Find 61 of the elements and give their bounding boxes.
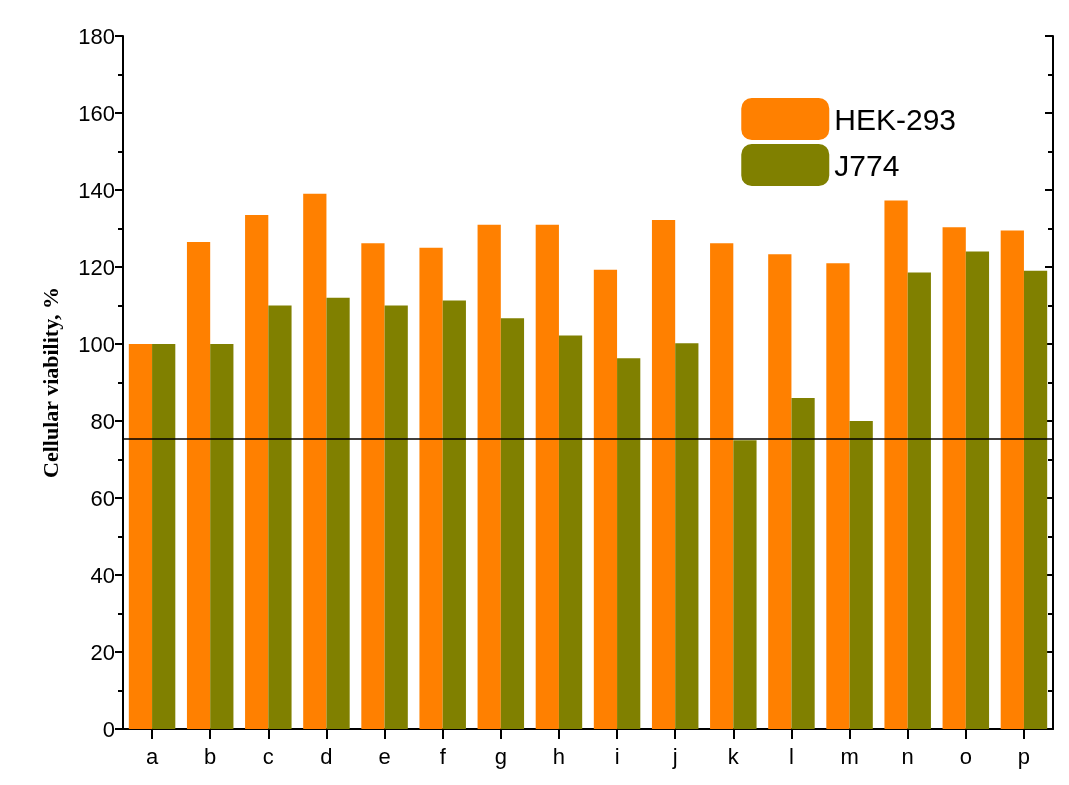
bar — [210, 344, 234, 729]
bar — [791, 397, 815, 729]
bar — [907, 272, 931, 729]
bar — [477, 224, 501, 729]
bar — [617, 358, 641, 729]
bar — [675, 343, 699, 729]
bar — [186, 241, 211, 729]
bar — [710, 243, 734, 729]
x-tick-label: m — [840, 743, 859, 769]
bar — [152, 344, 176, 729]
bar — [1000, 230, 1024, 729]
y-tick-label: 60 — [90, 485, 115, 511]
x-tick-label: h — [552, 743, 566, 769]
bar — [826, 263, 850, 729]
bar — [733, 440, 757, 729]
x-tick-label: d — [320, 743, 333, 769]
bar — [442, 300, 466, 729]
bar — [558, 335, 583, 729]
y-tick-label: 100 — [78, 331, 115, 357]
y-tick-label: 80 — [90, 408, 115, 434]
bar — [884, 200, 908, 729]
x-tick-label: b — [204, 743, 217, 769]
bar — [361, 243, 385, 729]
bar — [535, 224, 559, 729]
y-tick-label: 160 — [78, 100, 115, 126]
x-tick-label: n — [901, 743, 914, 769]
y-tick-label: 0 — [102, 716, 115, 742]
y-tick-label: 40 — [90, 562, 115, 588]
bar — [593, 269, 618, 729]
x-tick-label: g — [494, 743, 507, 769]
x-tick-label: j — [671, 743, 678, 769]
x-tick-label: o — [959, 743, 972, 769]
y-tick-label: 180 — [78, 23, 115, 49]
x-tick-label: a — [145, 743, 159, 769]
bar — [326, 297, 350, 729]
x-tick-label: c — [262, 743, 274, 769]
x-tick-label: e — [378, 743, 391, 769]
bar — [942, 227, 966, 729]
bar — [419, 247, 443, 729]
x-tick-label: l — [788, 743, 794, 769]
y-tick-label: 140 — [78, 177, 115, 203]
bar — [128, 344, 153, 729]
bar — [768, 254, 792, 729]
bar — [303, 193, 327, 729]
y-tick-label: 120 — [78, 254, 115, 280]
bar — [245, 215, 269, 729]
x-tick-label: f — [439, 743, 447, 769]
legend-label: J774 — [834, 148, 900, 182]
bar — [849, 421, 873, 729]
x-tick-label: p — [1017, 743, 1031, 769]
bar — [965, 251, 990, 729]
bar — [1023, 270, 1048, 729]
y-axis-title: Cellular viability, % — [37, 287, 63, 478]
y-tick-label: 20 — [90, 639, 115, 665]
x-tick-label: i — [614, 743, 620, 769]
legend-label: HEK-293 — [834, 102, 957, 136]
x-tick-label: k — [727, 743, 740, 769]
bar — [651, 220, 676, 729]
bar — [268, 305, 292, 729]
bar — [384, 305, 408, 729]
bar — [500, 318, 525, 729]
